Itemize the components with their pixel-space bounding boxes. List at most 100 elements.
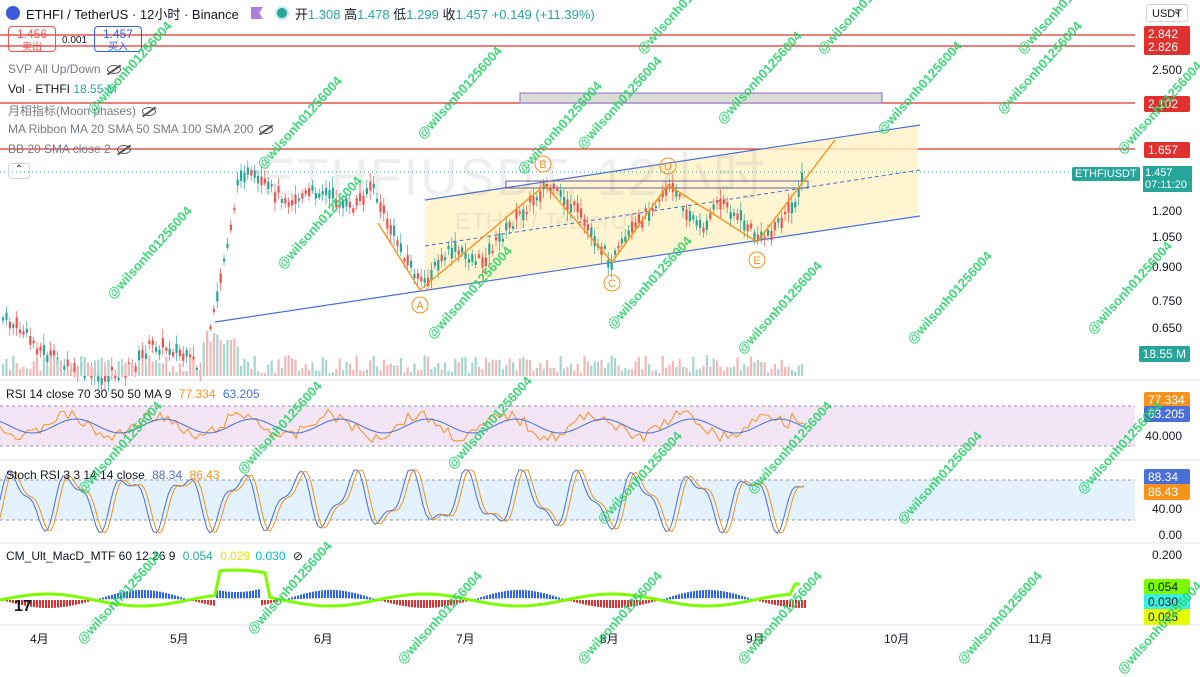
volume-bar [434, 367, 436, 376]
macd-histogram-bar [672, 596, 674, 599]
macd-histogram-bar [525, 590, 527, 598]
macd-histogram-bar [336, 590, 338, 598]
volume-bar [155, 360, 157, 376]
macd-histogram-bar [300, 595, 302, 599]
candle-body [386, 219, 388, 229]
volume-bar [413, 363, 415, 376]
volume-bar [706, 355, 708, 376]
volume-bar [179, 364, 181, 376]
candle-body [777, 218, 779, 222]
macd-histogram-bar [708, 590, 710, 598]
candle-body [73, 363, 75, 372]
macd-histogram-bar [177, 596, 179, 599]
volume-bar [213, 333, 215, 376]
volume-bar [118, 361, 120, 376]
macd-histogram-bar [549, 595, 551, 599]
volume-bar [192, 359, 194, 376]
wave-label: E [753, 255, 760, 267]
candle-body [624, 237, 626, 242]
volume-bar [628, 370, 630, 376]
macd-histogram-bar [648, 600, 650, 603]
rsi-legend[interactable]: RSI 14 close 70 30 50 50 MA 9 77.334 63.… [6, 387, 260, 401]
macd-histogram-bar [39, 600, 41, 608]
volume-bar [427, 357, 429, 376]
volume-bar [621, 371, 623, 376]
volume-bar [135, 372, 137, 376]
tradingview-logo[interactable]: 17 [14, 598, 32, 616]
volume-bar [101, 358, 103, 376]
volume-bar [332, 372, 334, 376]
volume-bar [485, 358, 487, 376]
candle-body [101, 378, 103, 385]
volume-bar [73, 373, 75, 376]
macd-histogram-bar [237, 592, 239, 598]
candle-body [454, 242, 456, 252]
flag-icon[interactable] [251, 7, 263, 19]
macd-histogram-bar [693, 591, 695, 598]
currency-select[interactable]: USDT [1146, 4, 1188, 22]
hidden-eye-icon[interactable] [142, 107, 156, 116]
stoch-legend[interactable]: Stoch RSI 3 3 14 14 close 88.34 86.43 [6, 468, 220, 482]
macd-histogram-bar [498, 592, 500, 598]
indicator-bb[interactable]: BB 20 SMA close 2 [8, 142, 131, 156]
volume-bar [175, 372, 177, 376]
volume-bar [702, 366, 704, 376]
candle-body [148, 341, 150, 344]
hidden-eye-icon[interactable] [259, 125, 273, 134]
volume-bar [342, 370, 344, 376]
hidden-eye-icon[interactable] [117, 145, 131, 154]
volume-bar [308, 370, 310, 376]
volume-bar [784, 367, 786, 376]
volume-bar [665, 368, 667, 376]
volume-bar [573, 371, 575, 376]
volume-bar [250, 369, 252, 376]
macd-histogram-bar [774, 600, 776, 605]
candle-body [420, 277, 422, 281]
candle-body [441, 255, 443, 261]
price-tick: 0.650 [1152, 321, 1182, 335]
macd-histogram-bar [57, 600, 59, 608]
volume-bar [458, 362, 460, 376]
volume-bar [740, 370, 742, 376]
volume-bar [216, 335, 218, 376]
macd-histogram-bar [75, 600, 77, 605]
volume-bar [607, 363, 609, 376]
volume-bar [770, 369, 772, 376]
macd-histogram-bar [519, 590, 521, 598]
indicator-moon[interactable]: 月相指标(Moon phases) [8, 102, 156, 119]
candle-body [733, 213, 735, 216]
macd-histogram-bar [501, 592, 503, 599]
macd-histogram-bar [135, 590, 137, 598]
macd-histogram-bar [543, 593, 545, 598]
bar-countdown: 07:11:20 [1145, 179, 1190, 191]
collapse-legend-button[interactable]: ⌃ [8, 163, 30, 179]
indicator-svp[interactable]: SVP All Up/Down [8, 62, 121, 76]
volume-bar [335, 369, 337, 376]
candle-body [220, 274, 222, 283]
candle-body [216, 291, 218, 301]
volume-bar [111, 370, 113, 376]
volume-bar [651, 371, 653, 376]
volume-bar [121, 366, 123, 376]
volume-bar [366, 370, 368, 376]
macd-histogram-bar [387, 600, 389, 603]
volume-bar [301, 368, 303, 376]
macd-histogram-bar [732, 593, 734, 598]
volume-bar [107, 360, 109, 376]
volume-bar [158, 363, 160, 376]
macd-histogram-bar [429, 600, 431, 608]
macd-histogram-bar [324, 590, 326, 598]
volume-bar [254, 356, 256, 376]
candle-body [138, 351, 140, 361]
macd-histogram-bar [318, 591, 320, 598]
candle-body [400, 243, 402, 252]
volume-bar [736, 357, 738, 376]
macd-histogram-bar [804, 600, 806, 608]
volume-bar [209, 342, 211, 376]
symbol-title[interactable]: ETHFI / TetherUS · 12小时 · Binance [26, 4, 239, 23]
volume-bar [233, 338, 235, 376]
indicator-ma-ribbon[interactable]: MA Ribbon MA 20 SMA 50 SMA 100 SMA 200 [8, 122, 273, 136]
macd-histogram-bar [174, 595, 176, 599]
